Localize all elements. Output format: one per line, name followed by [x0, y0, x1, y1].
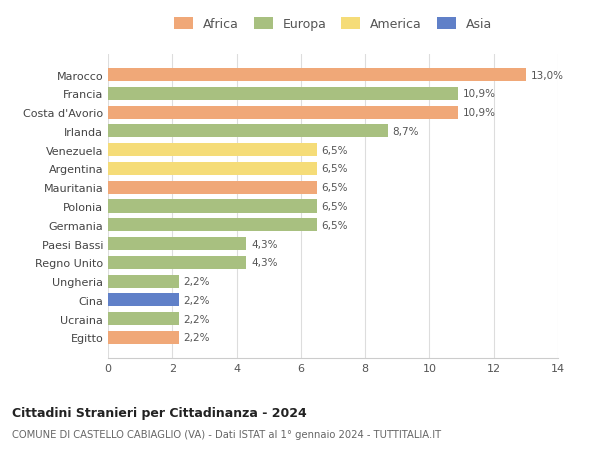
Text: 6,5%: 6,5%: [322, 202, 348, 212]
Bar: [108, 275, 179, 288]
Text: 6,5%: 6,5%: [322, 164, 348, 174]
Bar: [108, 181, 317, 194]
Legend: Africa, Europa, America, Asia: Africa, Europa, America, Asia: [169, 13, 497, 36]
Text: 13,0%: 13,0%: [530, 70, 563, 80]
Bar: [108, 219, 317, 232]
Bar: [108, 69, 526, 82]
Text: 6,5%: 6,5%: [322, 146, 348, 155]
Text: Cittadini Stranieri per Cittadinanza - 2024: Cittadini Stranieri per Cittadinanza - 2…: [12, 406, 307, 419]
Text: 10,9%: 10,9%: [463, 89, 496, 99]
Bar: [108, 331, 179, 344]
Text: 10,9%: 10,9%: [463, 108, 496, 118]
Bar: [108, 256, 246, 269]
Bar: [108, 162, 317, 176]
Bar: [108, 106, 458, 119]
Bar: [108, 294, 179, 307]
Text: 6,5%: 6,5%: [322, 220, 348, 230]
Bar: [108, 88, 458, 101]
Text: 4,3%: 4,3%: [251, 258, 278, 268]
Bar: [108, 144, 317, 157]
Text: 2,2%: 2,2%: [184, 333, 210, 343]
Text: 4,3%: 4,3%: [251, 239, 278, 249]
Bar: [108, 237, 246, 251]
Text: 2,2%: 2,2%: [184, 295, 210, 305]
Text: COMUNE DI CASTELLO CABIAGLIO (VA) - Dati ISTAT al 1° gennaio 2024 - TUTTITALIA.I: COMUNE DI CASTELLO CABIAGLIO (VA) - Dati…: [12, 429, 441, 439]
Text: 2,2%: 2,2%: [184, 314, 210, 324]
Bar: [108, 125, 388, 138]
Text: 8,7%: 8,7%: [392, 127, 419, 137]
Text: 6,5%: 6,5%: [322, 183, 348, 193]
Text: 2,2%: 2,2%: [184, 276, 210, 286]
Bar: [108, 313, 179, 325]
Bar: [108, 200, 317, 213]
